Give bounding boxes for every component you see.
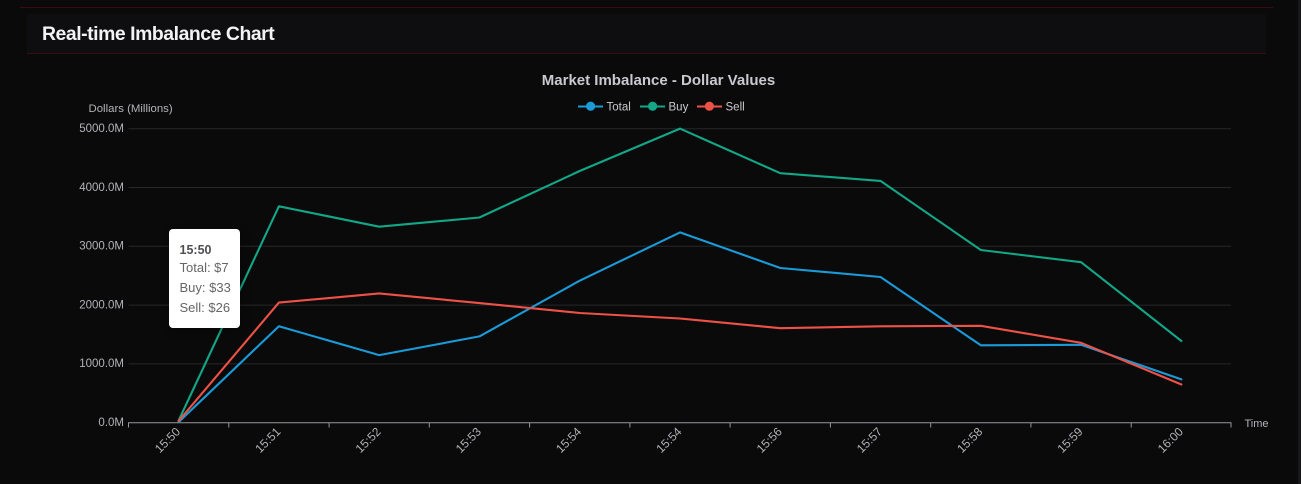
svg-text:15:54: 15:54 (553, 424, 584, 455)
svg-text:3000.0M: 3000.0M (79, 241, 124, 253)
svg-text:Dollars (Millions): Dollars (Millions) (89, 103, 173, 115)
svg-text:2000.0M: 2000.0M (79, 299, 124, 311)
svg-text:16:00: 16:00 (1155, 424, 1186, 455)
svg-text:15:54: 15:54 (653, 424, 684, 455)
svg-text:Sell: Sell (726, 101, 745, 113)
svg-text:Buy: Buy (669, 101, 689, 113)
svg-text:4000.0M: 4000.0M (79, 182, 124, 194)
svg-text:15:58: 15:58 (954, 424, 985, 455)
svg-text:15:59: 15:59 (1054, 424, 1085, 455)
svg-text:5000.0M: 5000.0M (79, 123, 124, 135)
svg-text:15:53: 15:53 (453, 424, 484, 455)
svg-text:0.0M: 0.0M (98, 417, 124, 429)
svg-text:Time: Time (1245, 418, 1269, 430)
svg-text:15:52: 15:52 (353, 424, 384, 455)
svg-text:15:50: 15:50 (152, 424, 183, 455)
svg-text:15:51: 15:51 (252, 424, 283, 455)
svg-text:15:56: 15:56 (754, 424, 785, 455)
svg-text:Total: Total (607, 101, 631, 113)
svg-text:1000.0M: 1000.0M (79, 358, 124, 370)
svg-text:15:57: 15:57 (854, 424, 885, 455)
